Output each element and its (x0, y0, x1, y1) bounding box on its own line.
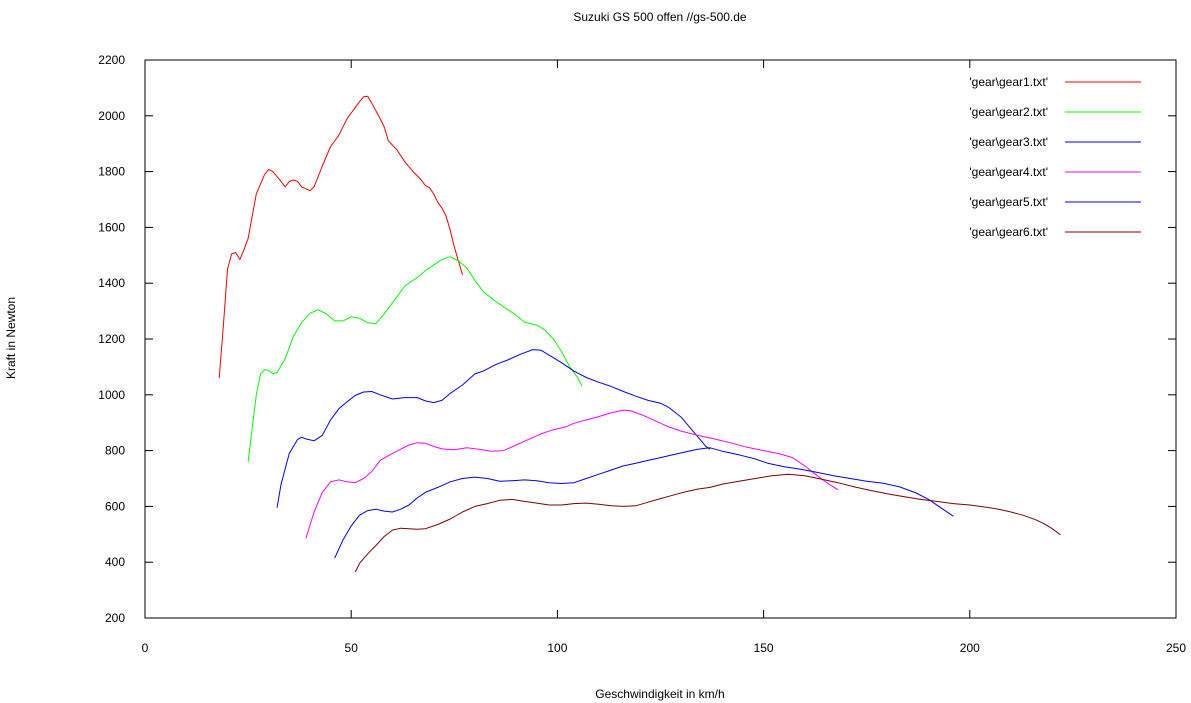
legend-label: 'gear\gear2.txt' (969, 105, 1048, 119)
x-tick-label: 100 (547, 641, 567, 655)
y-tick-label: 2000 (98, 109, 125, 123)
x-tick-label: 50 (345, 641, 359, 655)
x-tick-label: 200 (960, 641, 980, 655)
series-line-gear1 (218, 95, 463, 379)
chart-title: Suzuki GS 500 offen //gs-500.de (573, 10, 747, 24)
y-tick-label: 800 (105, 444, 125, 458)
legend-label: 'gear\gear3.txt' (969, 135, 1048, 149)
y-tick-label: 1400 (98, 276, 125, 290)
series-line-gear2 (247, 256, 583, 462)
y-tick-label: 1000 (98, 388, 125, 402)
x-tick-label: 250 (1166, 641, 1186, 655)
series-line-gear3 (276, 349, 711, 508)
legend-label: 'gear\gear4.txt' (969, 165, 1048, 179)
y-tick-label: 1600 (98, 220, 125, 234)
legend-label: 'gear\gear5.txt' (969, 195, 1048, 209)
legend: 'gear\gear1.txt' 'gear\gear2.txt' 'gear\ge… (969, 75, 1141, 239)
y-tick-label: 600 (105, 499, 125, 513)
y-tick-label: 400 (105, 555, 125, 569)
x-axis-ticks: 0 50 100 150 200 250 (142, 60, 1186, 655)
y-tick-label: 1800 (98, 165, 125, 179)
x-tick-label: 0 (142, 641, 149, 655)
series-line-gear5 (334, 447, 954, 559)
series-line-gear4 (305, 409, 839, 539)
x-axis-label: Geschwindigkeit in km/h (595, 687, 724, 701)
y-axis-label: Kraft in Newton (4, 297, 18, 379)
y-tick-label: 2200 (98, 53, 125, 67)
series-lines (218, 95, 1061, 573)
series-line-gear6 (354, 473, 1061, 573)
y-tick-label: 200 (105, 611, 125, 625)
y-axis-ticks: 200 400 600 800 1000 1200 1400 1600 1800 2000 2200 (98, 53, 1176, 625)
legend-label: 'gear\gear1.txt' (969, 75, 1048, 89)
plot-frame (144, 59, 1177, 619)
y-tick-label: 1200 (98, 332, 125, 346)
legend-label: 'gear\gear6.txt' (969, 225, 1048, 239)
x-tick-label: 150 (754, 641, 774, 655)
